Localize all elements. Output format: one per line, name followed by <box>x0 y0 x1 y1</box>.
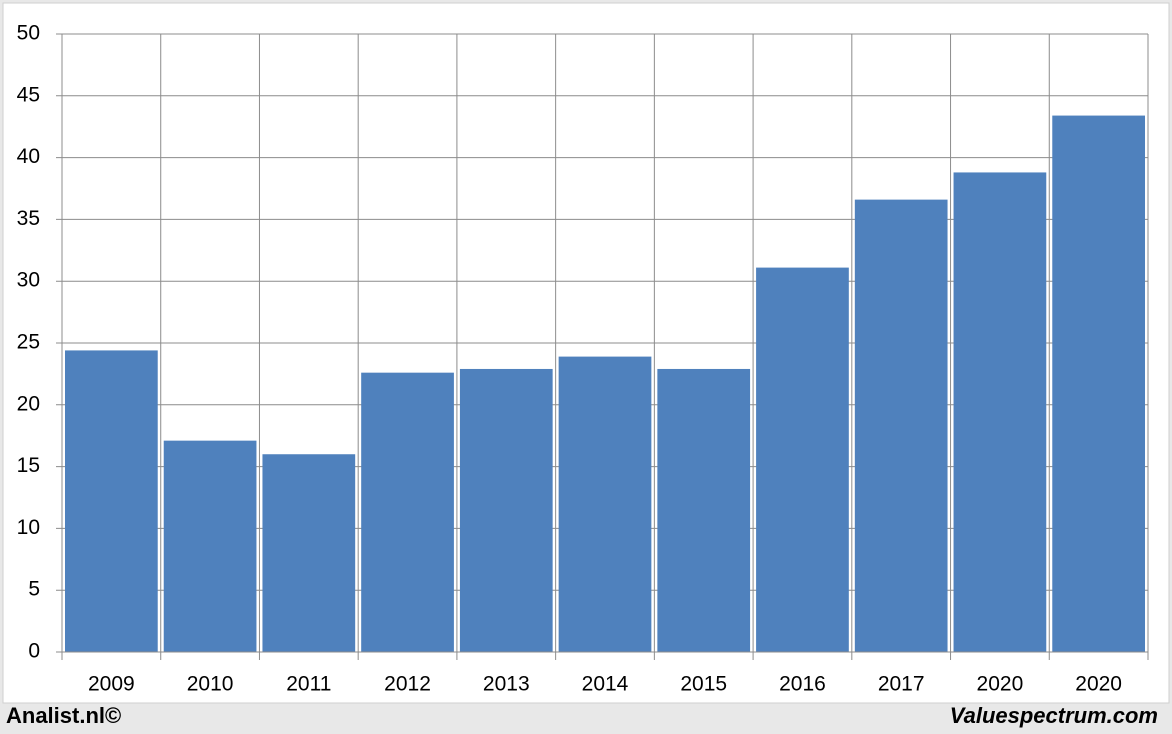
y-tick-label: 0 <box>28 640 40 663</box>
bar <box>459 368 553 652</box>
x-tick-label: 2013 <box>483 673 530 696</box>
x-tick-label: 2017 <box>878 673 925 696</box>
y-tick-label: 30 <box>17 269 40 292</box>
x-tick-label: 2010 <box>187 673 234 696</box>
y-tick-label: 35 <box>17 207 40 230</box>
bar <box>262 454 356 652</box>
bar <box>361 372 454 652</box>
x-tick-label: 2014 <box>582 673 629 696</box>
bar <box>1052 115 1145 653</box>
x-tick-label: 2012 <box>384 673 431 696</box>
bar <box>756 267 849 652</box>
x-tick-label: 2011 <box>286 673 331 696</box>
x-tick-label: 2016 <box>779 673 826 696</box>
x-tick-label: 2015 <box>680 673 727 696</box>
y-tick-label: 45 <box>17 83 40 106</box>
bar <box>558 356 652 652</box>
y-tick-label: 25 <box>17 331 40 354</box>
bar <box>163 440 257 652</box>
y-tick-label: 10 <box>17 516 40 539</box>
bar <box>65 350 158 652</box>
bar <box>657 368 751 652</box>
bar <box>953 172 1047 652</box>
x-tick-label: 2009 <box>88 673 135 696</box>
right-credit: Valuespectrum.com <box>950 703 1158 728</box>
y-tick-label: 40 <box>17 145 40 168</box>
y-tick-label: 50 <box>17 22 40 45</box>
y-tick-label: 15 <box>17 454 40 477</box>
x-tick-label: 2020 <box>977 673 1024 696</box>
left-credit: Analist.nl© <box>6 703 121 728</box>
y-tick-label: 20 <box>17 392 40 415</box>
x-tick-label: 2020 <box>1075 673 1122 696</box>
bar <box>854 199 948 652</box>
y-tick-label: 5 <box>28 578 40 601</box>
